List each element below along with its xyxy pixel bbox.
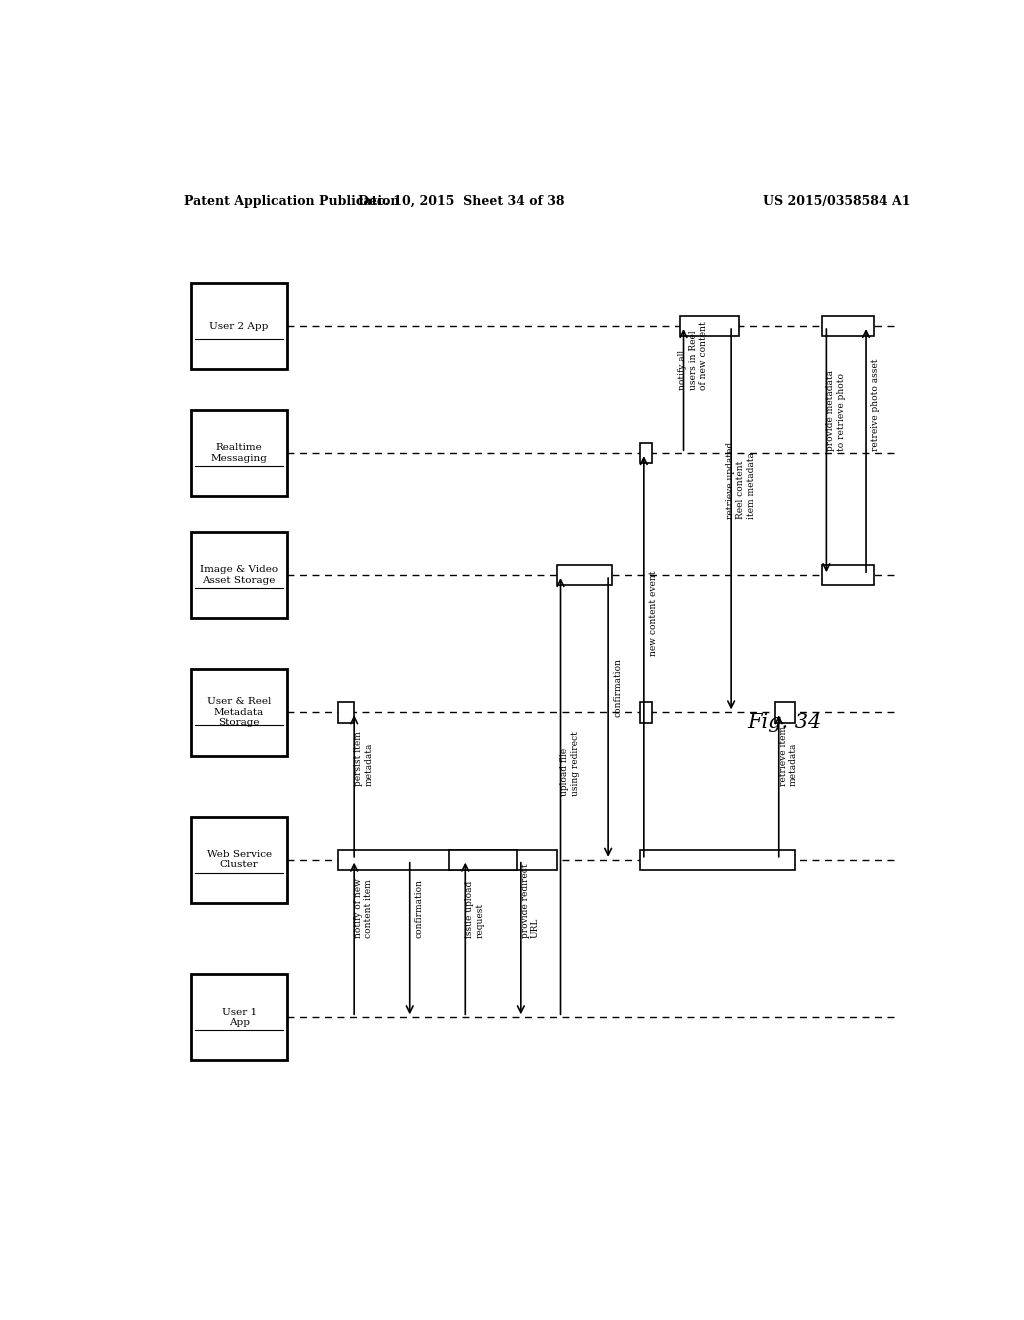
Text: retrieve item
metadata: retrieve item metadata bbox=[778, 726, 798, 785]
Bar bbox=[680, 315, 739, 337]
Text: confirmation: confirmation bbox=[613, 659, 623, 718]
Bar bbox=[191, 669, 287, 755]
Bar bbox=[191, 817, 287, 903]
Bar bbox=[775, 702, 795, 722]
Bar bbox=[338, 850, 557, 870]
Text: notify of new
content item: notify of new content item bbox=[354, 879, 374, 939]
Text: persist item
metadata: persist item metadata bbox=[354, 731, 374, 785]
Text: User 2 App: User 2 App bbox=[210, 322, 268, 330]
Text: Patent Application Publication: Patent Application Publication bbox=[183, 194, 399, 207]
Bar bbox=[191, 411, 287, 496]
Text: Web Service
Cluster: Web Service Cluster bbox=[207, 850, 271, 870]
Text: Dec. 10, 2015  Sheet 34 of 38: Dec. 10, 2015 Sheet 34 of 38 bbox=[358, 194, 564, 207]
Text: provide redirect
URL: provide redirect URL bbox=[520, 863, 540, 939]
Text: new content event: new content event bbox=[649, 572, 657, 656]
Text: User 1
App: User 1 App bbox=[221, 1007, 257, 1027]
Text: retrieve updated
Reel content
item metadata: retrieve updated Reel content item metad… bbox=[726, 442, 756, 519]
Bar bbox=[191, 532, 287, 618]
Text: issue upload
request: issue upload request bbox=[465, 882, 484, 939]
Text: Realtime
Messaging: Realtime Messaging bbox=[211, 444, 267, 463]
Text: notify all
users in Reel
of new content: notify all users in Reel of new content bbox=[678, 321, 708, 389]
Text: provide metadata
to retrieve photo: provide metadata to retrieve photo bbox=[826, 370, 846, 450]
Text: Fig. 34: Fig. 34 bbox=[748, 713, 821, 731]
Text: retreive photo asset: retreive photo asset bbox=[871, 358, 880, 450]
Text: User & Reel
Metadata
Storage: User & Reel Metadata Storage bbox=[207, 697, 271, 727]
Text: upload file
using redirect: upload file using redirect bbox=[560, 731, 580, 796]
Bar bbox=[640, 702, 652, 722]
Bar bbox=[338, 702, 354, 722]
Bar bbox=[640, 444, 652, 463]
Bar bbox=[822, 565, 873, 585]
Text: Image & Video
Asset Storage: Image & Video Asset Storage bbox=[200, 565, 279, 585]
Text: confirmation: confirmation bbox=[415, 879, 424, 939]
Text: US 2015/0358584 A1: US 2015/0358584 A1 bbox=[763, 194, 910, 207]
Bar bbox=[557, 565, 612, 585]
Bar bbox=[191, 282, 287, 370]
Bar bbox=[822, 315, 873, 337]
Bar bbox=[191, 974, 287, 1060]
Bar bbox=[450, 850, 517, 870]
Bar bbox=[640, 850, 795, 870]
